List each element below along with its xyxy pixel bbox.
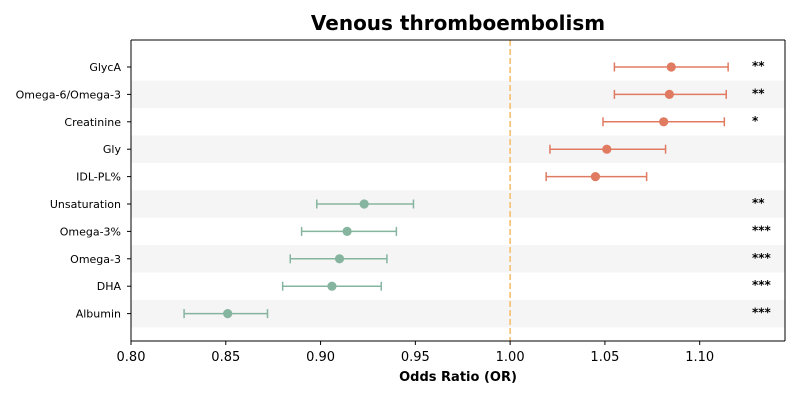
odds-ratio-point [359, 199, 369, 209]
significance-label: *** [752, 306, 772, 320]
odds-ratio-point [223, 309, 233, 319]
significance-label: ** [752, 59, 765, 73]
row-label: DHA [97, 280, 122, 293]
odds-ratio-point [602, 144, 612, 154]
odds-ratio-point [664, 89, 674, 99]
row-band [131, 245, 785, 273]
row-label: Gly [103, 143, 122, 156]
row-label: Omega-3 [70, 253, 121, 266]
x-tick-label: 0.90 [306, 350, 335, 365]
odds-ratio-point [342, 226, 352, 236]
chart-title: Venous thromboembolism [311, 11, 605, 35]
x-tick-label: 0.80 [117, 350, 146, 365]
row-band [131, 190, 785, 218]
row-band [131, 135, 785, 163]
significance-label: ** [752, 196, 765, 210]
row-label: Albumin [76, 308, 121, 321]
labels-layer: GlycA ** Omega-6/Omega-3 ** Creatinine * Gly ID… [16, 59, 772, 321]
row-label: GlycA [89, 61, 121, 74]
x-tick-label: 1.10 [685, 350, 714, 365]
odds-ratio-point [334, 254, 345, 264]
row-label: Creatinine [64, 116, 121, 129]
significance-label: * [752, 114, 759, 128]
x-axis-label: Odds Ratio (OR) [399, 370, 517, 385]
row-bands [131, 80, 785, 328]
row-label: Omega-3% [60, 225, 121, 238]
row-label: IDL-PL% [76, 171, 121, 184]
significance-label: ** [752, 86, 765, 100]
odds-ratio-point [659, 117, 669, 127]
significance-label: *** [752, 278, 772, 292]
axes-layer: 0.80 0.85 0.90 0.95 1.00 1.05 1.10 [117, 39, 786, 365]
x-tick-label: 0.85 [211, 350, 240, 365]
odds-ratio-point [666, 62, 676, 72]
x-tick-label: 0.95 [401, 350, 430, 365]
x-tick-label: 1.05 [590, 350, 619, 365]
significance-label: *** [752, 223, 772, 237]
x-tick-label: 1.00 [496, 350, 525, 365]
row-label: Omega-6/Omega-3 [16, 88, 121, 101]
marks-layer [183, 62, 729, 319]
odds-ratio-point [590, 172, 601, 182]
significance-label: *** [752, 251, 772, 265]
odds-ratio-point [327, 281, 337, 291]
row-label: Unsaturation [50, 198, 121, 211]
